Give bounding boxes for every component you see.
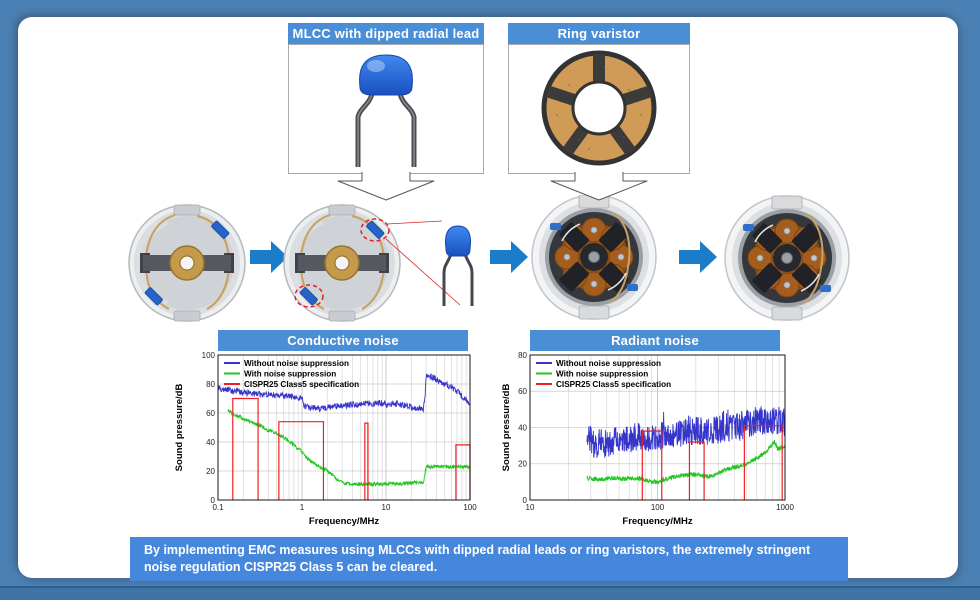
summary-box: By implementing EMC measures using MLCCs…	[130, 537, 848, 581]
svg-text:100: 100	[651, 503, 665, 512]
varistor-panel: Ring varistor	[508, 23, 690, 201]
varistor-panel-title: Ring varistor	[508, 23, 690, 44]
mlcc-panel-title: MLCC with dipped radial lead	[288, 23, 484, 44]
svg-text:80: 80	[518, 352, 527, 360]
highlight-circle-icon	[294, 284, 324, 308]
mlcc-callout	[294, 218, 474, 308]
motor-assembled-2	[724, 195, 850, 321]
svg-text:Sound pressure/dB: Sound pressure/dB	[174, 384, 185, 472]
mlcc-mini-icon	[442, 225, 474, 306]
svg-text:CISPR25 Class5 specification: CISPR25 Class5 specification	[556, 380, 671, 389]
down-arrow-icon	[550, 172, 648, 201]
svg-text:60: 60	[206, 409, 215, 418]
radiant-noise-title: Radiant noise	[530, 330, 780, 351]
conductive-noise-title: Conductive noise	[218, 330, 468, 351]
svg-text:20: 20	[206, 467, 215, 476]
svg-text:20: 20	[518, 460, 527, 469]
svg-text:10: 10	[526, 503, 535, 512]
arrow-right-icon	[250, 241, 288, 273]
mlcc-panel: MLCC with dipped radial lead	[288, 23, 484, 201]
svg-text:With noise suppression: With noise suppression	[244, 370, 336, 379]
svg-text:60: 60	[518, 387, 527, 396]
svg-text:CISPR25 Class5 specification: CISPR25 Class5 specification	[244, 380, 359, 389]
svg-text:10: 10	[382, 503, 391, 512]
motor-endcap-1	[129, 205, 245, 321]
svg-text:Without noise suppression: Without noise suppression	[556, 359, 661, 368]
svg-text:1: 1	[300, 503, 305, 512]
down-arrow-icon	[337, 172, 435, 201]
svg-text:100: 100	[202, 352, 216, 360]
svg-text:Frequency/MHz: Frequency/MHz	[622, 516, 692, 527]
conductive-noise-section: Conductive noise 0.1 1 10 100 0 20 40 60 80 100 Fr…	[168, 330, 483, 528]
svg-text:Without noise suppression: Without noise suppression	[244, 359, 349, 368]
motor-assembly-sequence	[102, 195, 850, 329]
motor-endcap-2-with-mlcc	[284, 205, 400, 321]
svg-text:0: 0	[523, 496, 528, 505]
motor-assembled-1	[531, 195, 657, 320]
svg-text:0.1: 0.1	[212, 503, 224, 512]
arrow-right-icon	[490, 241, 528, 273]
conductive-noise-chart: 0.1 1 10 100 0 20 40 60 80 100 Frequency/MHz Sound …	[174, 352, 477, 527]
frame-bottom-strip	[0, 586, 980, 600]
svg-text:0: 0	[211, 496, 216, 505]
highlight-circle-icon	[360, 218, 390, 242]
radiant-noise-section: Radiant noise 10 100 1000 0 20 40 60 80 Frequenc…	[495, 330, 797, 528]
svg-text:40: 40	[206, 438, 215, 447]
ring-varistor-icon	[541, 50, 657, 166]
svg-text:Frequency/MHz: Frequency/MHz	[309, 516, 379, 527]
varistor-electrodes	[545, 54, 653, 156]
radiant-noise-chart: 10 100 1000 0 20 40 60 80 Frequency/MHz Sound pre…	[501, 352, 794, 527]
varistor-illustration	[508, 44, 690, 174]
svg-text:40: 40	[518, 423, 527, 432]
svg-text:100: 100	[463, 503, 477, 512]
svg-text:With noise suppression: With noise suppression	[556, 370, 648, 379]
mlcc-illustration	[288, 44, 484, 174]
svg-text:Sound pressure/dB: Sound pressure/dB	[501, 384, 512, 472]
svg-text:1000: 1000	[776, 503, 794, 512]
svg-text:80: 80	[206, 380, 215, 389]
arrow-right-icon	[679, 241, 717, 273]
mlcc-component-icon	[355, 54, 417, 167]
